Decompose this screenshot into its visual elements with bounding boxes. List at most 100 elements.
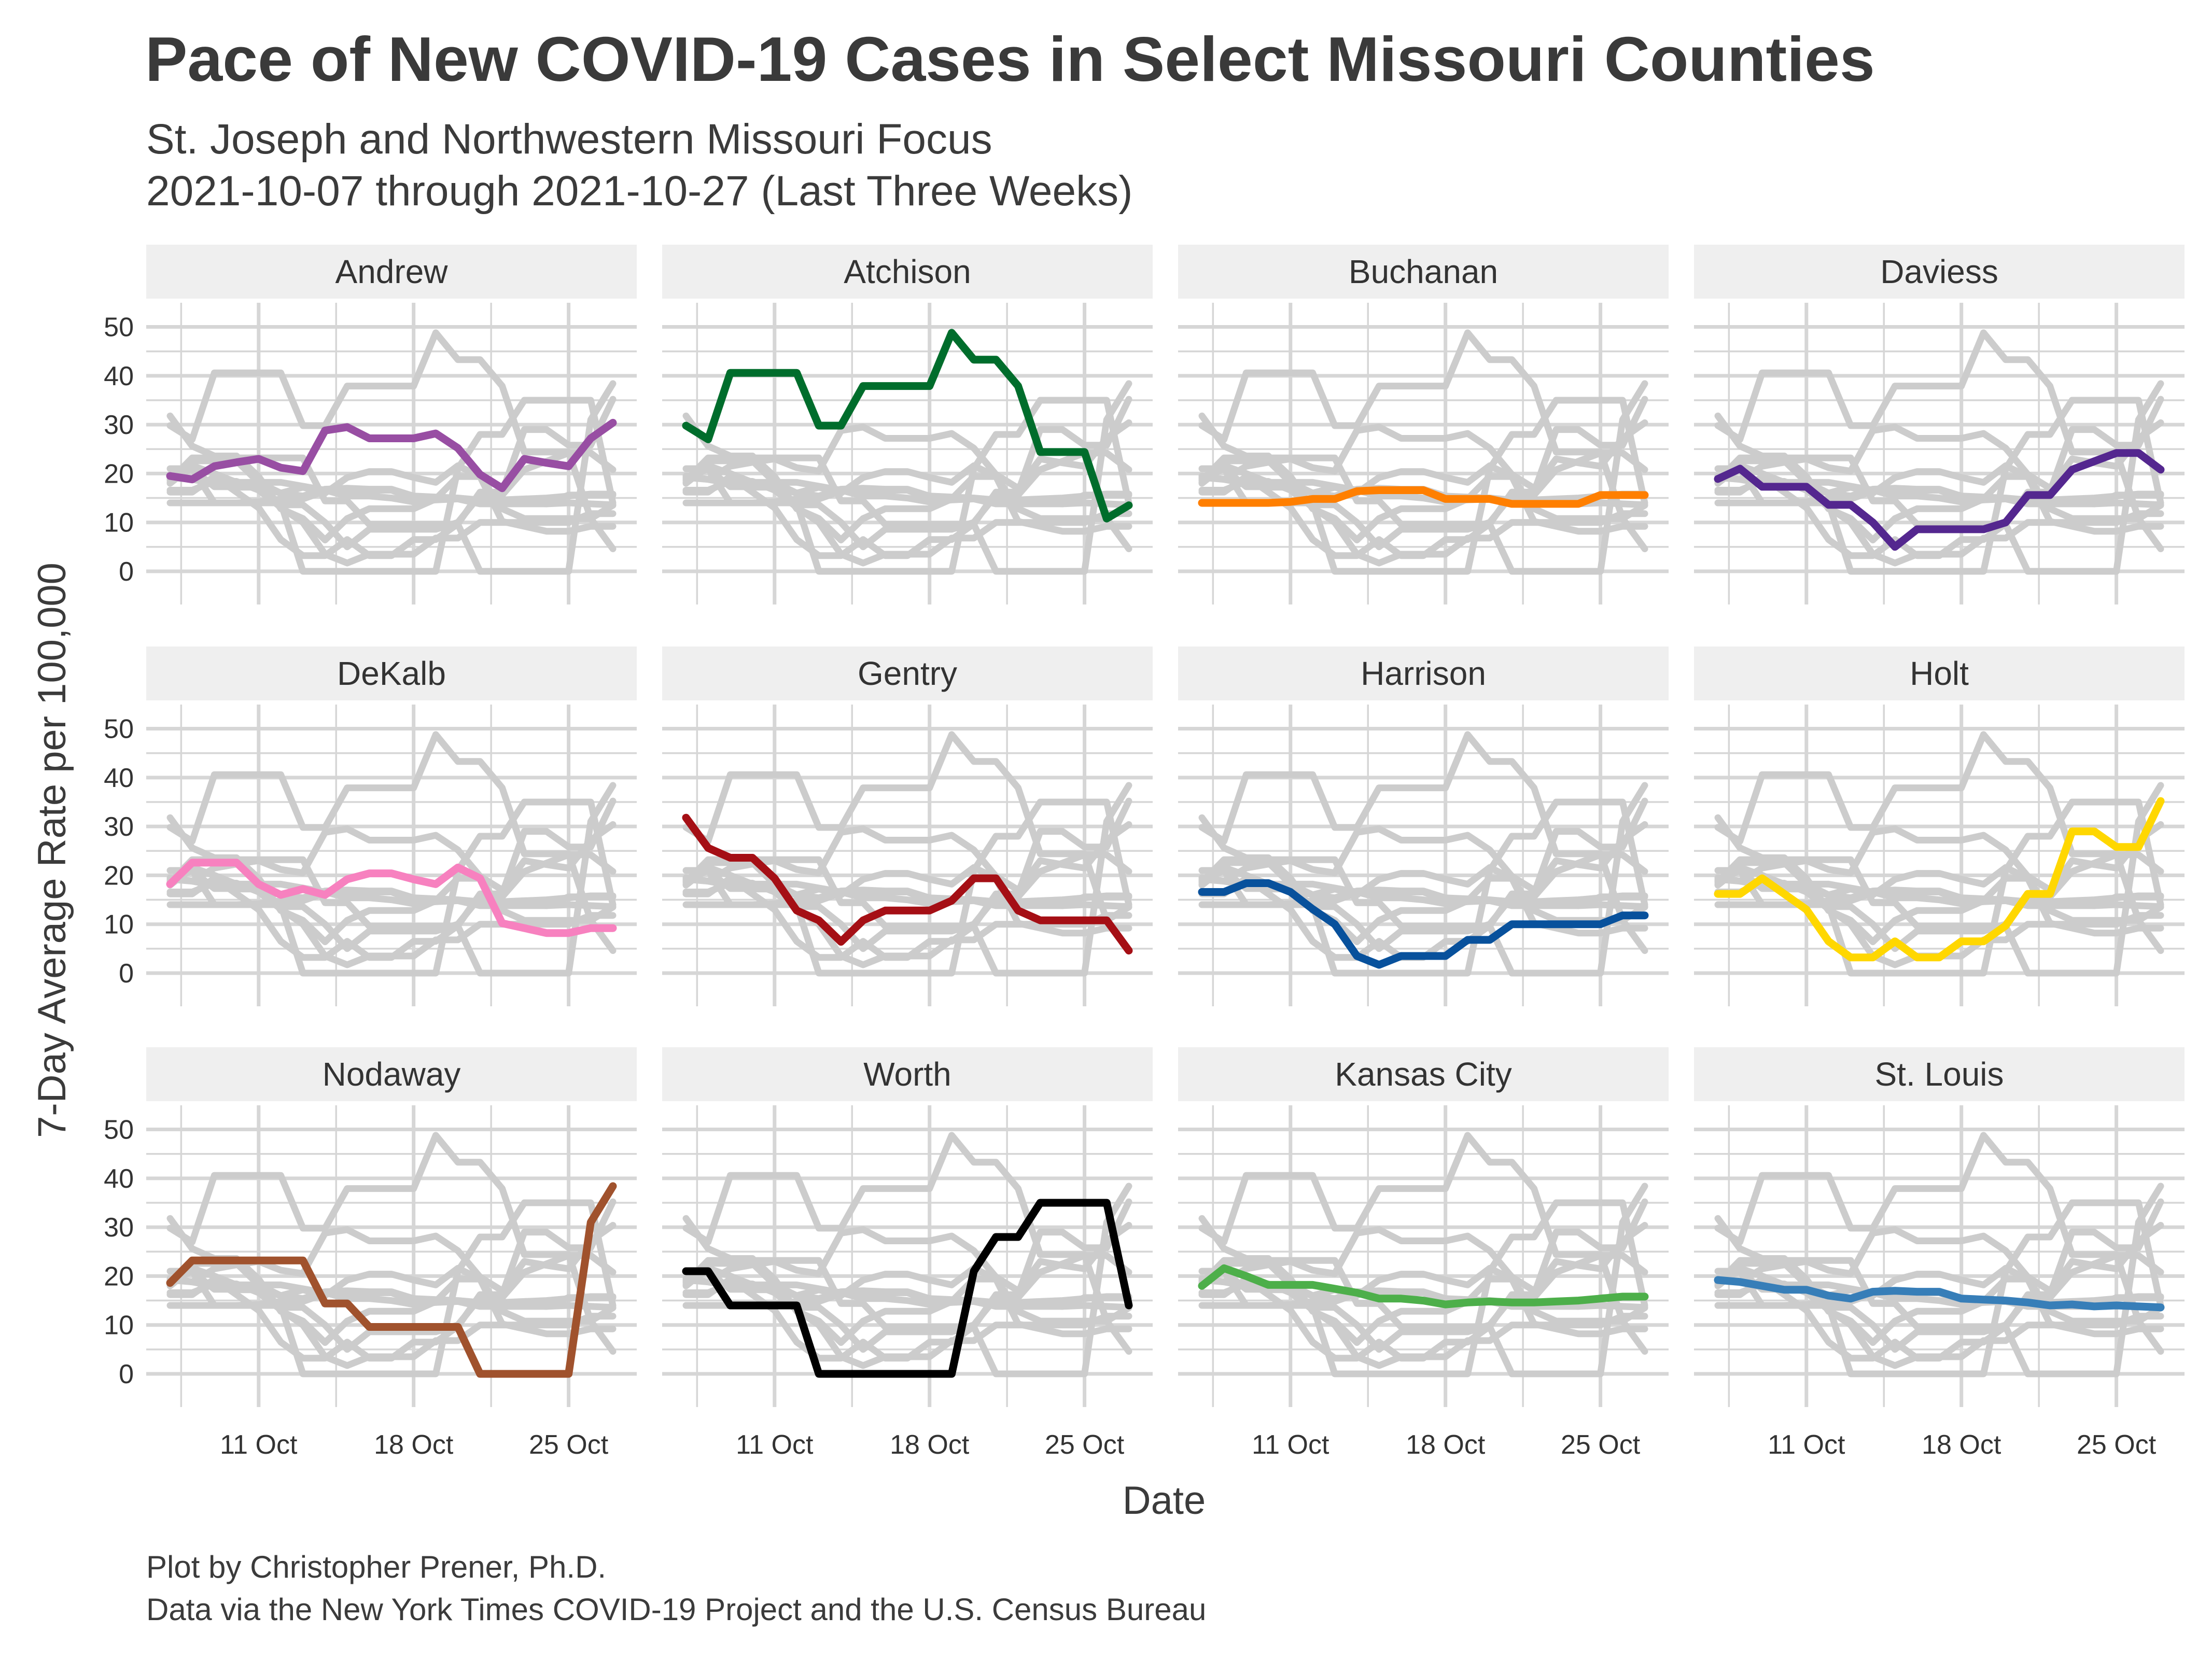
strip-nodaway bbox=[146, 1047, 637, 1101]
background-series-atchison bbox=[682, 731, 1132, 924]
background-series-kansas-city bbox=[166, 864, 617, 907]
background-series-dekalb bbox=[1198, 1260, 1648, 1338]
background-series-dekalb bbox=[1198, 457, 1648, 535]
y-tick-label: 0 bbox=[119, 557, 134, 587]
background-series-atchison bbox=[1714, 731, 2164, 924]
background-series-gentry bbox=[1714, 1215, 2164, 1355]
caption-author: Plot by Christopher Prener, Ph.D. bbox=[146, 1550, 607, 1584]
y-tick-label: 20 bbox=[104, 459, 134, 489]
background-series-st-louis bbox=[682, 876, 1132, 910]
background-series-kansas-city bbox=[166, 462, 617, 505]
background-series-nodaway bbox=[166, 782, 617, 977]
series-line-gentry bbox=[682, 813, 1133, 955]
series-line-kansas-city bbox=[1198, 1264, 1649, 1309]
background-series-dekalb bbox=[682, 457, 1132, 535]
series-line-nodaway bbox=[166, 1182, 617, 1378]
series-line-dekalb bbox=[166, 859, 617, 937]
background-series-worth bbox=[682, 798, 1132, 977]
series-line-worth bbox=[682, 1199, 1133, 1378]
background-series-st-louis bbox=[166, 876, 617, 910]
background-series-nodaway bbox=[682, 782, 1132, 977]
background-series-st-louis bbox=[682, 1276, 1132, 1311]
background-series-atchison bbox=[1714, 329, 2164, 522]
background-series-dekalb bbox=[1198, 859, 1648, 937]
strip-label-worth: Worth bbox=[863, 1056, 951, 1093]
background-series-st-louis bbox=[166, 474, 617, 509]
background-series-holt bbox=[1714, 396, 2164, 559]
background-series-holt bbox=[682, 797, 1132, 961]
background-series-kansas-city bbox=[682, 1264, 1132, 1308]
strip-label-kansas-city: Kansas City bbox=[1335, 1056, 1511, 1093]
x-tick-label: 11 Oct bbox=[1252, 1430, 1329, 1460]
label-layer: Andrew 0 10 20 30 40 50 Atchison Buchanan Daviess… bbox=[104, 253, 2157, 1460]
background-series-atchison bbox=[166, 1132, 617, 1325]
x-tick-label: 11 Oct bbox=[220, 1430, 298, 1460]
strip-harrison bbox=[1178, 646, 1669, 700]
strip-kansas-city bbox=[1178, 1047, 1669, 1101]
strip-andrew bbox=[146, 245, 637, 299]
strip-label-st-louis: St. Louis bbox=[1874, 1056, 2004, 1093]
x-tick-label: 25 Oct bbox=[529, 1430, 609, 1460]
strip-holt bbox=[1694, 646, 2185, 700]
background-series-st-louis bbox=[682, 474, 1132, 509]
chart-title: Pace of New COVID-19 Cases in Select Mis… bbox=[145, 24, 1875, 94]
background-series-atchison bbox=[166, 329, 617, 522]
background-series-holt bbox=[1198, 396, 1648, 559]
background-series-atchison bbox=[1198, 1132, 1648, 1325]
strip-label-holt: Holt bbox=[1910, 655, 1969, 692]
series-line-st-louis bbox=[1714, 1276, 2165, 1312]
series-line-holt bbox=[1714, 797, 2165, 962]
series-line-buchanan bbox=[1198, 486, 1649, 508]
strip-label-harrison: Harrison bbox=[1361, 655, 1486, 692]
background-series-holt bbox=[166, 1198, 617, 1362]
x-tick-label: 18 Oct bbox=[1922, 1430, 2001, 1460]
background-series-nodaway bbox=[682, 1183, 1132, 1377]
background-series-holt bbox=[682, 1198, 1132, 1362]
strip-atchison bbox=[662, 245, 1153, 299]
background-series-layer bbox=[166, 329, 2164, 1377]
x-tick-label: 18 Oct bbox=[1406, 1430, 1486, 1460]
background-series-dekalb bbox=[682, 1260, 1132, 1338]
y-tick-label: 50 bbox=[104, 313, 134, 343]
background-series-gentry bbox=[1198, 412, 1648, 553]
background-series-worth bbox=[166, 397, 617, 575]
y-tick-label: 40 bbox=[104, 361, 134, 391]
y-tick-label: 30 bbox=[104, 1213, 134, 1243]
highlight-series-layer bbox=[166, 329, 2165, 1378]
background-series-kansas-city bbox=[166, 1264, 617, 1308]
background-series-nodaway bbox=[1198, 380, 1648, 575]
caption-source: Data via the New York Times COVID-19 Pro… bbox=[146, 1592, 1207, 1627]
background-series-atchison bbox=[1714, 1132, 2164, 1325]
background-series-atchison bbox=[166, 731, 617, 924]
background-series-gentry bbox=[1198, 1215, 1648, 1355]
y-tick-label: 20 bbox=[104, 861, 134, 891]
series-line-daviess bbox=[1714, 449, 2165, 551]
strip-label-andrew: Andrew bbox=[335, 253, 449, 290]
y-tick-label: 40 bbox=[104, 1164, 134, 1194]
background-series-kansas-city bbox=[1714, 462, 2164, 505]
background-series-dekalb bbox=[1714, 1260, 2164, 1338]
y-axis-title: 7-Day Average Rate per 100,000 bbox=[30, 563, 74, 1138]
y-tick-label: 50 bbox=[104, 1115, 134, 1145]
strip-daviess bbox=[1694, 245, 2185, 299]
chart-subtitle-line1: St. Joseph and Northwestern Missouri Foc… bbox=[146, 116, 992, 163]
strip-label-dekalb: DeKalb bbox=[337, 655, 446, 692]
background-series-kansas-city bbox=[1714, 1264, 2164, 1308]
background-series-worth bbox=[682, 397, 1132, 575]
y-tick-label: 10 bbox=[104, 1311, 134, 1341]
series-line-harrison bbox=[1198, 879, 1649, 969]
x-tick-label: 25 Oct bbox=[2077, 1430, 2157, 1460]
background-series-kansas-city bbox=[682, 864, 1132, 907]
background-series-worth bbox=[166, 1199, 617, 1377]
y-tick-label: 50 bbox=[104, 714, 134, 744]
chart-subtitle-line2: 2021-10-07 through 2021-10-27 (Last Thre… bbox=[146, 167, 1133, 215]
background-series-holt bbox=[166, 797, 617, 961]
background-series-worth bbox=[1714, 1199, 2164, 1377]
series-line-andrew bbox=[166, 418, 617, 493]
background-series-dekalb bbox=[166, 1260, 617, 1338]
strip-worth bbox=[662, 1047, 1153, 1101]
background-series-worth bbox=[1714, 397, 2164, 575]
background-series-nodaway bbox=[1714, 380, 2164, 575]
y-tick-label: 40 bbox=[104, 763, 134, 793]
